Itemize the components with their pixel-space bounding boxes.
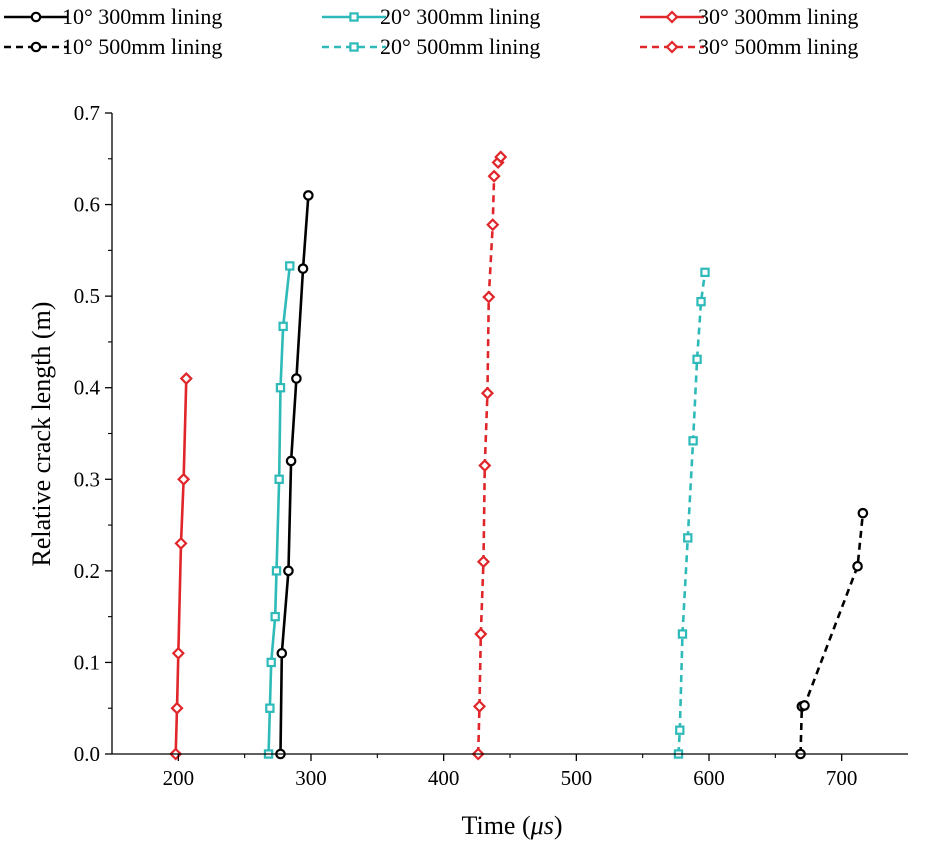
data-point <box>174 536 188 550</box>
legend-marker <box>30 41 42 53</box>
series-line <box>476 156 502 755</box>
data-point <box>675 725 685 735</box>
legend-marker <box>349 12 359 22</box>
data-point <box>171 646 185 660</box>
y-tick-label: 0.5 <box>74 284 100 308</box>
legend: 10° 300mm lining 20° 300mm lining 30° 300m… <box>4 4 858 59</box>
data-point <box>478 458 492 473</box>
series-10-500mm-lining <box>795 507 869 760</box>
series-30-300mm-lining <box>169 372 193 761</box>
y-tick-label: 0.3 <box>74 467 100 491</box>
series-line <box>267 265 292 755</box>
data-point <box>265 703 275 713</box>
y-axis-title: Relative crack length (m) <box>27 302 56 567</box>
series-line <box>799 513 865 755</box>
data-point <box>276 647 288 659</box>
x-tick-label: 600 <box>693 766 725 790</box>
data-point <box>486 218 500 232</box>
data-point <box>677 629 688 639</box>
data-point <box>857 507 869 519</box>
plot-area <box>169 150 869 761</box>
data-point <box>270 611 280 622</box>
data-point <box>285 261 295 271</box>
axes <box>111 113 908 755</box>
x-tick-label: 200 <box>163 766 195 790</box>
data-point <box>177 472 191 486</box>
data-point <box>476 555 491 569</box>
data-point <box>480 386 495 400</box>
data-point <box>683 533 693 543</box>
legend-label: 20° 300mm lining <box>380 4 540 29</box>
y-tick-label: 0.0 <box>74 742 100 766</box>
x-tick-label: 400 <box>428 766 460 790</box>
data-point <box>487 169 501 183</box>
data-point <box>179 372 193 386</box>
data-point <box>170 701 184 715</box>
series-20-500mm-lining <box>673 267 710 759</box>
data-point <box>692 354 702 365</box>
legend-item-20-300mm-lining: 20° 300mm lining <box>322 4 540 29</box>
legend-marker <box>30 11 42 23</box>
x-axis-title: Time (μs) <box>462 811 563 840</box>
legend-item-10-300mm-lining: 10° 300mm lining <box>4 4 222 29</box>
data-point <box>291 373 302 384</box>
series-line <box>174 378 188 755</box>
legend-label: 10° 500mm lining <box>62 34 222 59</box>
series-20-300mm-lining <box>263 261 295 759</box>
data-point <box>274 474 284 484</box>
legend-item-30-300mm-lining: 30° 300mm lining <box>640 4 858 29</box>
data-point <box>799 700 810 711</box>
y-tick-label: 0.2 <box>74 559 100 583</box>
data-point <box>482 290 496 304</box>
y-tick-label: 0.1 <box>74 650 100 674</box>
data-point <box>303 190 314 201</box>
series-30-500mm-lining <box>471 150 508 761</box>
data-point <box>696 296 706 307</box>
legend-label: 30° 300mm lining <box>698 4 858 29</box>
data-point <box>688 436 698 446</box>
data-point <box>297 263 309 274</box>
legend-marker <box>349 42 359 52</box>
data-point <box>275 383 286 393</box>
ticks: 200 300 400 500 600 700 0.0 0.1 0.2 0.3 0.4 0.5 0.6 0… <box>74 101 858 790</box>
series-line <box>677 272 707 755</box>
data-point <box>285 455 297 467</box>
x-tick-label: 300 <box>295 766 327 790</box>
data-point <box>271 566 282 576</box>
legend-item-30-500mm-lining: 30° 500mm lining <box>640 34 858 59</box>
legend-label: 20° 500mm lining <box>380 34 540 59</box>
legend-marker <box>665 40 679 54</box>
data-point <box>472 699 487 713</box>
data-point <box>700 267 710 278</box>
y-tick-label: 0.4 <box>74 376 101 400</box>
data-point <box>852 560 863 572</box>
legend-item-10-500mm-lining: 10° 500mm lining <box>4 34 222 59</box>
legend-marker <box>665 10 679 24</box>
data-point <box>283 565 294 577</box>
x-tick-label: 500 <box>561 766 593 790</box>
legend-label: 10° 300mm lining <box>62 4 222 29</box>
legend-item-20-500mm-lining: 20° 500mm lining <box>322 34 540 59</box>
data-point <box>266 657 276 668</box>
x-tick-label: 700 <box>826 766 858 790</box>
data-point <box>474 627 488 641</box>
y-tick-label: 0.7 <box>74 101 100 125</box>
y-tick-label: 0.6 <box>74 193 100 217</box>
data-point <box>278 321 288 332</box>
data-point <box>494 150 508 164</box>
series-line <box>279 195 310 755</box>
legend-label: 30° 500mm lining <box>698 34 858 59</box>
